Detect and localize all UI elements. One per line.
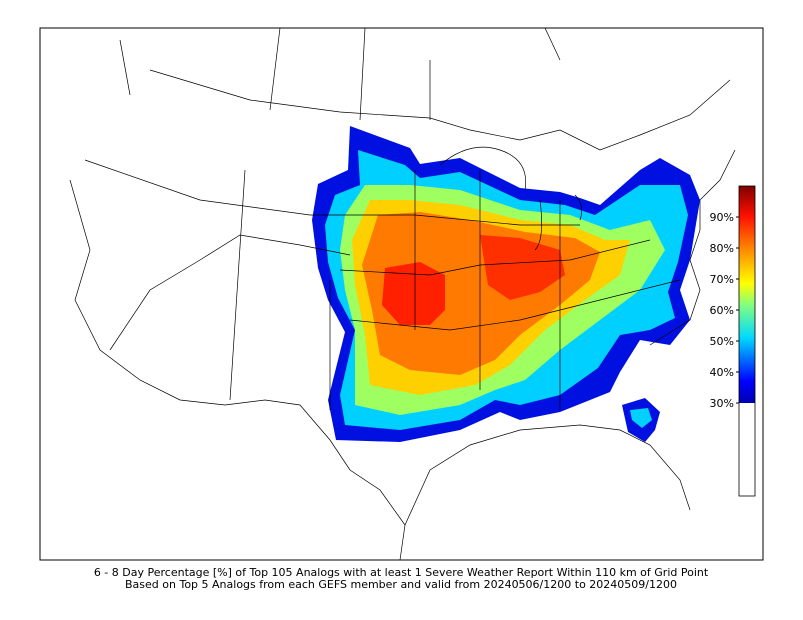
colorbar-tick-label: 70% (710, 273, 734, 286)
colorbar-ramp (739, 186, 755, 403)
colorbar: 30% 40% 50% 60% 70% 80% 90% (710, 185, 756, 497)
caption-line: Based on Top 5 Analogs from each GEFS me… (125, 578, 677, 591)
colorbar-tick-label: 60% (710, 304, 734, 317)
colorbar-tick-label: 50% (710, 335, 734, 348)
colorbar-tick-label: 80% (710, 242, 734, 255)
boundaries (69, 27, 736, 561)
map (39, 27, 764, 561)
caption-line: 6 - 8 Day Percentage [%] of Top 105 Anal… (94, 566, 709, 579)
colorbar-under (739, 403, 755, 496)
colorbar-tick-label: 40% (710, 366, 734, 379)
heat-field (312, 126, 700, 442)
colorbar-tick-label: 90% (710, 211, 734, 224)
colorbar-tick-label: 30% (710, 397, 734, 410)
